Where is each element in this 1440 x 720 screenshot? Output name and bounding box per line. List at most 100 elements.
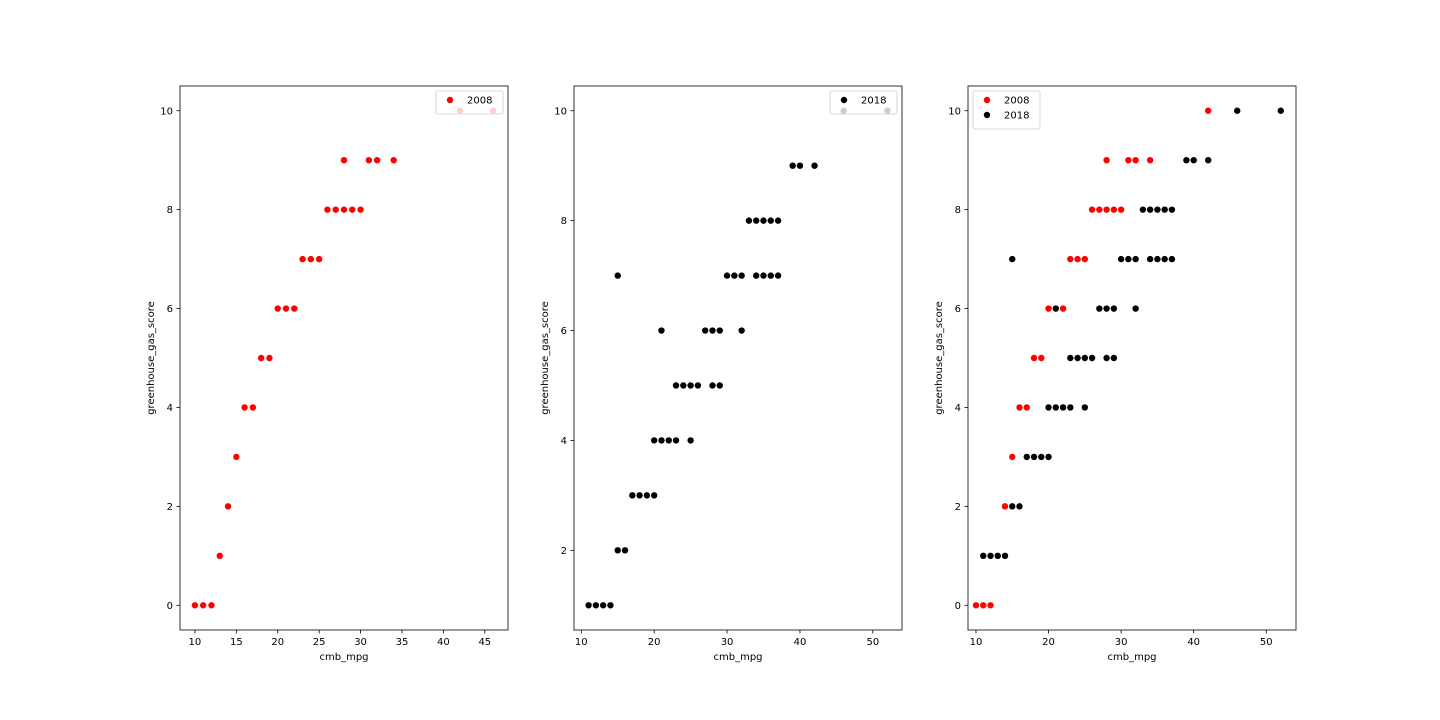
y-tick-label: 8 xyxy=(561,216,567,227)
data-point xyxy=(1009,503,1016,510)
data-point xyxy=(1081,404,1089,411)
data-point xyxy=(585,602,592,609)
y-tick-label: 4 xyxy=(955,403,961,414)
data-point xyxy=(1001,503,1009,510)
data-point xyxy=(1139,206,1147,213)
data-point xyxy=(266,354,273,362)
y-tick-label: 10 xyxy=(554,106,567,117)
data-point xyxy=(1117,255,1125,263)
data-point xyxy=(1204,107,1212,114)
data-point xyxy=(1168,206,1176,213)
y-tick-label: 4 xyxy=(167,403,173,414)
data-point xyxy=(753,217,760,224)
data-point xyxy=(687,382,694,389)
data-point xyxy=(1154,206,1161,213)
x-tick-label: 30 xyxy=(721,637,734,648)
y-tick-label: 2 xyxy=(561,546,567,557)
data-point xyxy=(340,156,348,164)
data-point xyxy=(1146,255,1154,263)
data-point xyxy=(233,453,240,461)
data-point xyxy=(658,327,665,334)
data-point xyxy=(767,217,774,224)
data-point xyxy=(760,272,767,279)
data-point xyxy=(694,382,702,389)
data-point xyxy=(1154,255,1161,263)
legend-box xyxy=(435,90,504,115)
y-tick-label: 10 xyxy=(948,106,961,117)
data-point xyxy=(1081,354,1089,362)
data-point xyxy=(994,552,1001,560)
data-point xyxy=(373,156,381,164)
data-point xyxy=(972,602,980,609)
data-point xyxy=(1110,305,1118,312)
data-point xyxy=(1096,206,1103,213)
data-point xyxy=(592,602,600,609)
data-point xyxy=(1125,255,1132,263)
data-point xyxy=(1009,453,1016,461)
x-axis-label: cmb_mpg xyxy=(1107,652,1156,663)
y-axis-label: greenhouse_gas_score xyxy=(146,301,157,415)
data-point xyxy=(282,305,290,312)
data-point xyxy=(650,437,658,444)
legend-label: 2018 xyxy=(861,96,886,107)
data-point xyxy=(1052,404,1060,411)
y-tick-label: 6 xyxy=(167,304,173,315)
data-point xyxy=(390,156,397,164)
legend: 2008 2018 xyxy=(972,90,1041,130)
data-point xyxy=(357,206,364,213)
legend-marker xyxy=(983,96,991,104)
data-point xyxy=(796,162,804,169)
series-2008 xyxy=(972,107,1212,609)
axes-frame xyxy=(967,85,1297,631)
data-point xyxy=(1161,255,1168,263)
data-point xyxy=(340,206,348,213)
data-point xyxy=(731,272,738,279)
y-tick-label: 10 xyxy=(160,106,173,117)
y-tick-label: 6 xyxy=(955,304,961,315)
data-point xyxy=(1103,156,1110,164)
data-point xyxy=(1103,354,1110,362)
series-2008 xyxy=(191,107,497,609)
data-point xyxy=(636,492,643,499)
data-point xyxy=(680,382,687,389)
data-point xyxy=(672,382,680,389)
legend: 2008 xyxy=(435,90,504,115)
data-point xyxy=(365,156,373,164)
y-tick-label: 4 xyxy=(561,436,567,447)
data-point xyxy=(607,602,614,609)
data-point xyxy=(687,437,694,444)
axes-frame xyxy=(179,85,509,631)
data-point xyxy=(1096,305,1103,312)
x-tick-label: 35 xyxy=(396,637,409,648)
data-point xyxy=(208,602,215,609)
data-point xyxy=(1067,404,1074,411)
data-point xyxy=(1023,404,1030,411)
x-tick-label: 50 xyxy=(1260,637,1273,648)
data-point xyxy=(980,602,987,609)
data-point xyxy=(658,437,665,444)
data-point xyxy=(716,327,723,334)
y-tick-label: 8 xyxy=(167,205,173,216)
x-tick-label: 20 xyxy=(271,637,284,648)
data-point xyxy=(1067,354,1074,362)
data-point xyxy=(1146,206,1154,213)
data-point xyxy=(1146,156,1154,164)
data-point xyxy=(987,552,994,560)
x-tick-label: 10 xyxy=(970,637,983,648)
legend-marker xyxy=(446,96,454,104)
x-tick-label: 50 xyxy=(866,637,879,648)
data-point xyxy=(224,503,232,510)
data-point xyxy=(1103,206,1110,213)
data-point xyxy=(1016,404,1023,411)
series-2018 xyxy=(585,107,891,609)
y-tick-label: 6 xyxy=(561,326,567,337)
data-point xyxy=(723,272,731,279)
y-tick-label: 8 xyxy=(955,205,961,216)
x-tick-label: 30 xyxy=(1115,637,1128,648)
data-point xyxy=(1059,305,1067,312)
data-point xyxy=(1204,156,1212,164)
data-point xyxy=(1016,503,1023,510)
data-point xyxy=(614,272,621,279)
axes-frame xyxy=(573,85,903,631)
data-point xyxy=(987,602,994,609)
